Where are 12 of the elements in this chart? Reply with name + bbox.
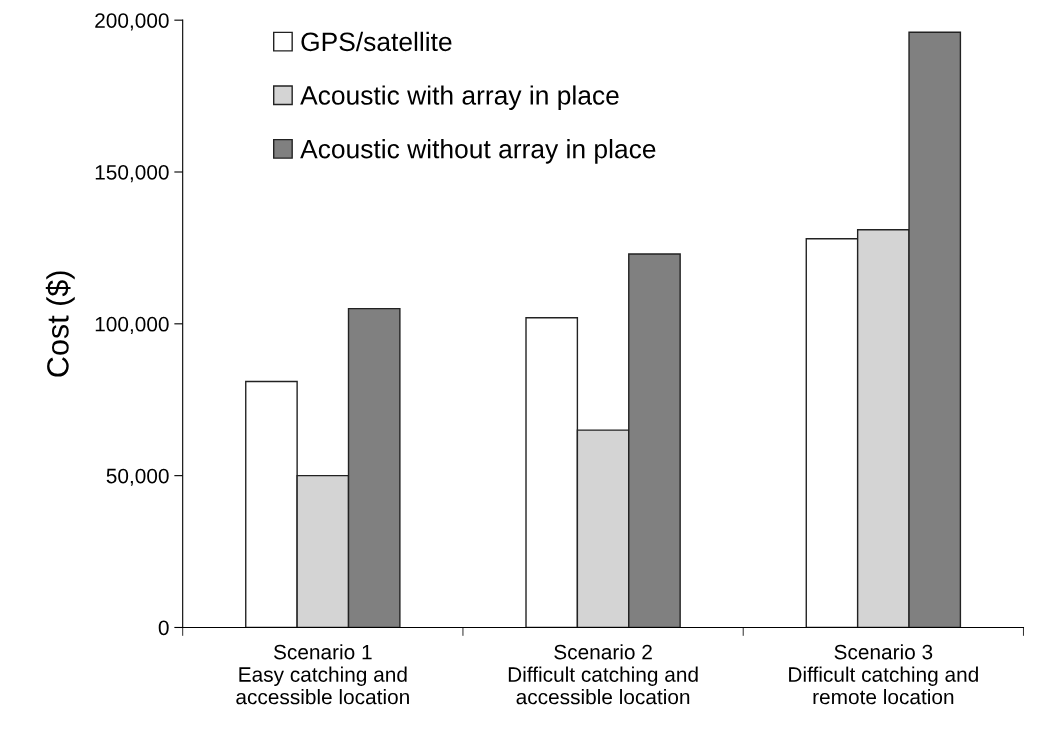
x-tick-label: Scenario 1 Easy catching and accessible location xyxy=(236,644,409,705)
legend-label: GPS/satellite xyxy=(301,31,452,52)
y-axis-title: Cost ($) xyxy=(45,271,75,377)
x-tick-label: Scenario 2 Difficult catching and accessible location xyxy=(508,644,698,705)
y-tick-label: 50,000 xyxy=(106,468,169,486)
legend-label: Acoustic without array in place xyxy=(300,139,656,164)
y-tick-label: 150,000 xyxy=(95,165,169,183)
legend-label: Acoustic with array in place xyxy=(300,85,619,110)
y-tick-label: 0 xyxy=(158,620,169,636)
x-tick-label: Scenario 3 Difficult catching and remote location xyxy=(789,644,978,705)
y-tick-label: 200,000 xyxy=(95,13,169,31)
y-tick-label: 100,000 xyxy=(95,316,169,335)
